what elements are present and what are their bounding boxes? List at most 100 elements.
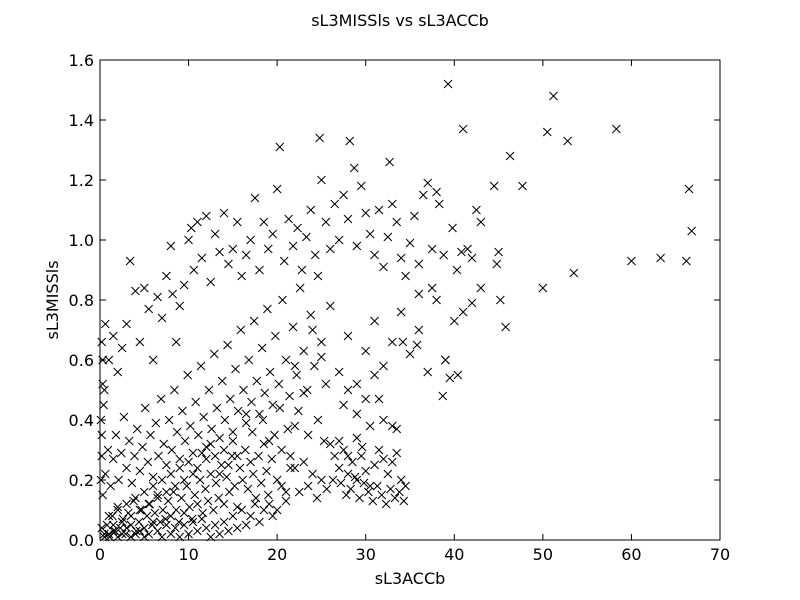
data-point: [272, 505, 282, 515]
data-point: [157, 313, 167, 323]
data-point: [313, 415, 323, 425]
data-point: [458, 124, 468, 134]
data-point: [434, 199, 444, 209]
data-point: [162, 520, 171, 530]
data-point: [346, 484, 356, 494]
data-point: [113, 505, 123, 515]
data-point: [179, 475, 189, 485]
data-point: [153, 493, 162, 503]
data-point: [166, 529, 176, 539]
data-point: [113, 367, 123, 377]
data-point: [339, 190, 348, 200]
data-point: [438, 391, 448, 401]
data-point: [223, 340, 232, 350]
data-point: [97, 430, 107, 440]
data-point: [418, 190, 428, 200]
data-point: [463, 244, 472, 254]
data-point: [364, 487, 373, 497]
data-point: [392, 217, 402, 227]
data-point: [162, 487, 171, 497]
data-point: [110, 526, 120, 536]
data-point: [135, 526, 145, 536]
data-point: [365, 229, 375, 239]
data-point: [343, 451, 353, 461]
data-point: [220, 415, 230, 425]
data-point: [310, 250, 320, 260]
data-point: [308, 325, 317, 335]
plot-area: [100, 60, 720, 540]
data-point: [164, 415, 174, 425]
data-point: [236, 325, 246, 335]
data-point: [687, 226, 697, 236]
data-point: [352, 379, 362, 389]
data-point: [144, 304, 154, 314]
x-tick-label: 0: [95, 545, 105, 564]
data-point: [193, 430, 203, 440]
data-point: [206, 439, 216, 449]
data-point: [443, 79, 453, 89]
data-point: [254, 451, 263, 461]
data-point: [255, 517, 264, 527]
data-point: [100, 469, 110, 479]
data-point: [170, 481, 180, 491]
data-point: [111, 430, 121, 440]
data-point: [162, 271, 171, 281]
data-point: [99, 400, 108, 410]
data-point: [232, 451, 242, 461]
data-point: [217, 376, 227, 386]
data-point: [135, 466, 145, 476]
data-point: [117, 529, 127, 539]
data-point: [201, 454, 211, 464]
data-point: [505, 151, 515, 161]
data-point: [104, 355, 114, 365]
data-point: [325, 301, 335, 311]
data-point: [201, 442, 211, 452]
data-point: [263, 244, 273, 254]
data-point: [238, 475, 247, 485]
data-point: [374, 205, 384, 215]
data-point: [246, 235, 255, 245]
data-point: [306, 205, 316, 215]
data-point: [237, 271, 247, 281]
data-point: [334, 436, 344, 446]
data-point: [379, 454, 388, 464]
data-point: [317, 352, 326, 362]
data-point: [158, 505, 168, 515]
data-point: [387, 421, 397, 431]
data-point: [153, 526, 162, 536]
data-point: [185, 502, 194, 512]
data-point: [97, 451, 107, 461]
data-point: [396, 475, 406, 485]
data-point: [684, 184, 694, 194]
data-point: [148, 517, 158, 527]
data-point: [355, 493, 364, 503]
data-point: [255, 409, 264, 419]
data-point: [122, 499, 131, 509]
data-point: [494, 247, 503, 257]
data-point: [193, 499, 202, 509]
data-point: [224, 460, 233, 470]
data-point: [294, 487, 304, 497]
data-point: [379, 262, 388, 272]
data-point: [258, 415, 268, 425]
data-point: [124, 436, 134, 446]
data-point: [423, 367, 433, 377]
data-point: [563, 136, 573, 146]
data-point: [293, 223, 302, 233]
data-point: [361, 346, 371, 356]
data-point: [309, 361, 319, 371]
data-point: [131, 286, 140, 296]
data-point: [143, 457, 153, 467]
data-point: [179, 280, 189, 290]
x-tick-label: 60: [621, 545, 641, 564]
data-point: [395, 487, 404, 497]
data-point: [458, 307, 468, 317]
data-point: [272, 475, 282, 485]
data-point: [178, 406, 187, 416]
data-point: [467, 253, 477, 263]
data-point: [330, 199, 340, 209]
data-point: [627, 256, 636, 266]
data-point: [228, 511, 238, 521]
data-point: [203, 496, 213, 506]
